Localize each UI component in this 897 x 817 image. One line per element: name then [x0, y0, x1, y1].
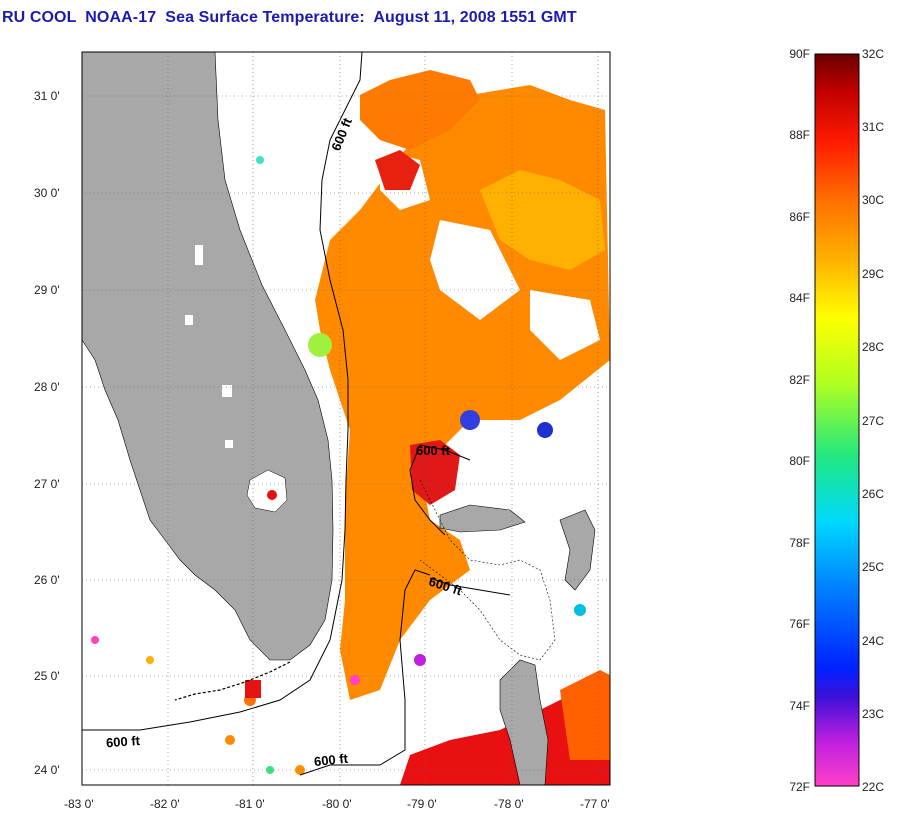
colorbar-f-label: 90F — [789, 47, 810, 61]
map-title: RU COOL NOAA-17 Sea Surface Temperature:… — [2, 9, 577, 26]
sst-cool-patch — [460, 410, 480, 430]
inland-lake — [185, 315, 193, 325]
colorbar-f-label: 84F — [789, 291, 810, 305]
map-frame — [81, 51, 611, 786]
longitude-axis: -83 0' -82 0' -81 0' -80 0' -79 0' -78 0… — [64, 797, 610, 811]
lake-okeechobee — [246, 469, 288, 513]
colorbar-f-label: 74F — [789, 699, 810, 713]
lon-label: -80 0' — [322, 797, 352, 811]
lat-label: 26 0' — [34, 573, 60, 587]
colorbar-f-label: 80F — [789, 454, 810, 468]
colorbar — [814, 53, 860, 787]
colorbar-fahrenheit-scale: 90F 88F 86F 84F 82F 80F 78F 76F 74F 72F — [789, 47, 810, 794]
colorbar-celsius-scale: 32C 31C 30C 29C 28C 27C 26C 25C 24C 23C … — [862, 47, 884, 794]
colorbar-c-label: 25C — [862, 560, 884, 574]
sst-cool-patch — [414, 654, 426, 666]
contour-label-west: 600 ft — [105, 733, 141, 750]
florida-keys — [174, 661, 291, 701]
bahama-bank-outline — [419, 479, 556, 661]
lon-label: -77 0' — [580, 797, 610, 811]
andros-island — [499, 659, 549, 785]
lat-label: 29 0' — [34, 283, 60, 297]
sst-speck — [295, 765, 305, 775]
sst-hot-south — [400, 680, 610, 785]
colorbar-c-label: 23C — [862, 707, 884, 721]
colorbar-f-label: 88F — [789, 128, 810, 142]
colorbar-c-label: 27C — [862, 414, 884, 428]
sst-speck — [225, 735, 235, 745]
inland-lake — [195, 245, 203, 265]
sst-warm-water-north — [360, 70, 480, 150]
contour-label-bank: 600 ft — [416, 443, 451, 458]
lat-label: 28 0' — [34, 380, 60, 394]
sst-cool-patch — [574, 604, 586, 616]
colorbar-c-label: 31C — [862, 120, 884, 134]
lon-label: -78 0' — [494, 797, 524, 811]
map-layers — [82, 52, 610, 785]
colorbar-c-label: 24C — [862, 634, 884, 648]
sst-speck — [146, 656, 154, 664]
isobath-600ft-east — [82, 52, 363, 731]
lat-label: 25 0' — [34, 669, 60, 683]
lon-label: -81 0' — [235, 797, 265, 811]
sst-cool-patch — [537, 422, 553, 438]
sst-warm-southeast — [560, 670, 610, 760]
lon-label: -82 0' — [150, 797, 180, 811]
colorbar-f-label: 72F — [789, 780, 810, 794]
contour-label-south: 600 ft — [313, 751, 349, 770]
colorbar-c-label: 26C — [862, 487, 884, 501]
colorbar-f-label: 82F — [789, 373, 810, 387]
colorbar-c-label: 28C — [862, 340, 884, 354]
sst-hot-core — [410, 440, 460, 505]
lat-label: 30 0' — [34, 186, 60, 200]
colorbar-c-label: 29C — [862, 267, 884, 281]
colorbar-f-label: 86F — [789, 210, 810, 224]
map-grid — [81, 52, 610, 785]
no-data-gap — [530, 290, 600, 360]
inland-lake — [225, 440, 233, 448]
lat-label: 27 0' — [34, 477, 60, 491]
lon-label: -83 0' — [64, 797, 94, 811]
isobath-600ft-bank — [409, 444, 471, 536]
sst-yellow-patch — [480, 170, 605, 270]
sst-hot-north — [375, 150, 420, 190]
no-data-gap — [430, 220, 520, 320]
colorbar-f-label: 78F — [789, 536, 810, 550]
colorbar-c-label: 30C — [862, 193, 884, 207]
isobath-600ft-south-east — [429, 577, 511, 596]
colorbar-c-label: 32C — [862, 47, 884, 61]
sst-cool-patch — [308, 333, 332, 357]
colorbar-c-label: 22C — [862, 780, 884, 794]
lat-label: 24 0' — [34, 763, 60, 777]
sst-cool-patch — [350, 675, 360, 685]
lat-label: 31 0' — [34, 89, 60, 103]
grand-bahama-island — [439, 504, 526, 533]
lon-label: -79 0' — [407, 797, 437, 811]
inland-lake — [222, 385, 232, 397]
sst-speck — [91, 636, 99, 644]
lake-sst-hot-speck — [267, 490, 277, 500]
sst-cool-patch — [256, 156, 264, 164]
colorbar-f-label: 76F — [789, 617, 810, 631]
latitude-axis: 31 0' 30 0' 29 0' 28 0' 27 0' 26 0' 25 0… — [34, 89, 60, 777]
isobath-600ft-south — [299, 569, 431, 776]
